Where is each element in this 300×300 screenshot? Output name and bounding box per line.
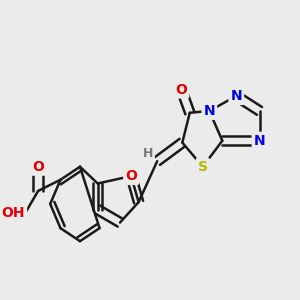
Text: OH: OH (2, 206, 25, 220)
Text: O: O (176, 82, 187, 97)
Text: N: N (203, 104, 215, 118)
Text: O: O (125, 169, 137, 183)
Text: O: O (32, 160, 44, 174)
Text: S: S (198, 160, 208, 174)
Text: N: N (254, 134, 266, 148)
Text: H: H (143, 147, 153, 160)
Text: N: N (230, 89, 242, 103)
